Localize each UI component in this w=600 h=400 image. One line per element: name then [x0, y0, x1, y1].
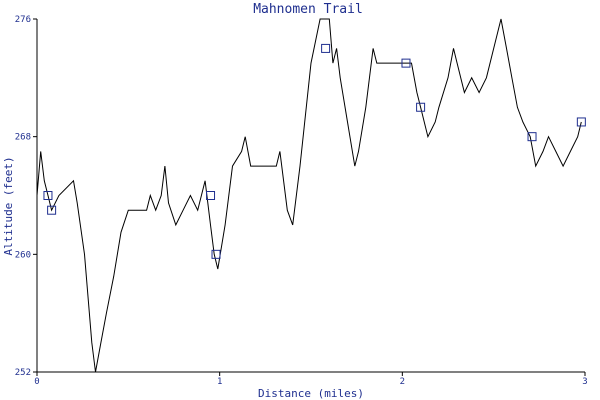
waypoint-marker — [321, 43, 331, 53]
waypoint-marker — [211, 249, 221, 259]
x-axis: 0 1 2 3 — [34, 371, 588, 387]
y-axis: 252 260 268 276 — [15, 15, 38, 378]
chart-title: Mahnomen Trail — [253, 2, 363, 17]
waypoint-marker — [416, 102, 426, 112]
x-tick-label: 3 — [582, 377, 587, 387]
marker-layer — [43, 43, 586, 259]
waypoint-marker — [576, 117, 586, 127]
y-tick-label: 252 — [15, 368, 31, 378]
waypoint-marker — [401, 58, 411, 68]
plot-area — [36, 18, 582, 373]
waypoint-marker — [527, 132, 537, 142]
waypoint-marker — [47, 205, 57, 215]
x-tick-label: 0 — [34, 377, 39, 387]
x-tick-label: 1 — [217, 377, 222, 387]
x-axis-label: Distance (miles) — [258, 387, 364, 400]
y-tick-label: 260 — [15, 250, 31, 260]
y-tick-label: 276 — [15, 15, 31, 25]
y-axis-label: Altitude (feet) — [2, 156, 15, 255]
y-tick-label: 268 — [15, 133, 31, 143]
x-tick-label: 2 — [400, 377, 405, 387]
elevation-line — [36, 18, 582, 373]
waypoint-marker — [43, 191, 53, 200]
waypoint-marker — [206, 191, 216, 200]
